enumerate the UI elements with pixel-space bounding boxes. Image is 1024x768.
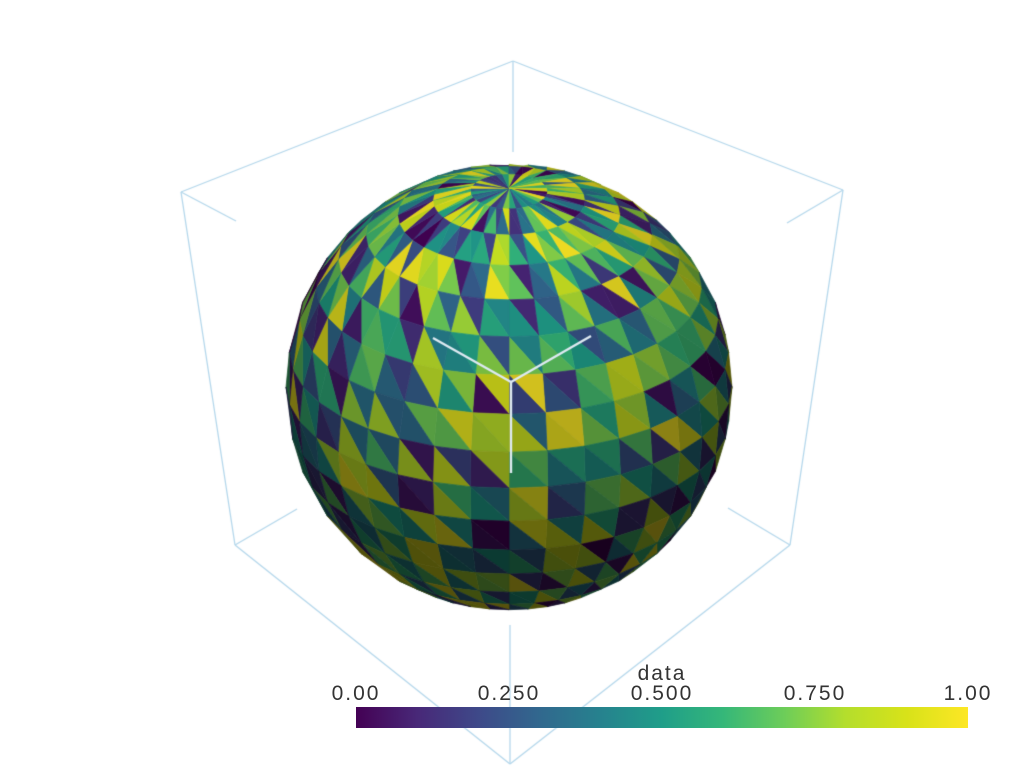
3d-scene-canvas[interactable] <box>0 0 1024 768</box>
render-window: data 0.00 0.250 0.500 0.750 1.00 <box>0 0 1024 768</box>
